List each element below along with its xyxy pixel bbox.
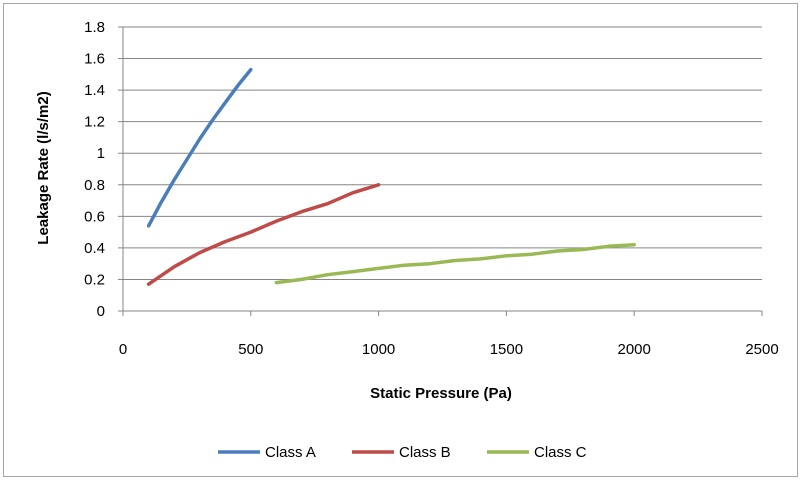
x-tick-label: 500 [238, 341, 263, 358]
y-axis-title: Leakage Rate (l/s/m2) [35, 91, 52, 244]
x-tick-label: 2500 [745, 341, 778, 358]
legend-label: Class A [265, 444, 316, 461]
x-tick-label: 2000 [618, 341, 651, 358]
gridlines [123, 26, 762, 280]
y-tick-label: 0 [97, 303, 105, 320]
y-tick-label: 1.6 [84, 51, 105, 68]
x-tick-label: 1000 [362, 341, 395, 358]
legend-label: Class B [399, 444, 451, 461]
y-tick-label: 1.4 [84, 82, 105, 99]
y-tick-label: 0.6 [84, 208, 105, 225]
chart-frame [3, 3, 798, 477]
y-tick-label: 0.8 [84, 177, 105, 194]
y-tick-label: 1 [97, 145, 105, 162]
y-tick-labels: 0 0.2 0.4 0.6 0.8 1 1.2 1.4 1.6 1.8 [84, 19, 105, 320]
y-tick-label: 1.2 [84, 114, 105, 131]
x-tick-label: 0 [119, 341, 127, 358]
y-tick-label: 0.2 [84, 271, 105, 288]
series-lines [146, 67, 636, 286]
legend-label: Class C [534, 444, 587, 461]
x-tick-label: 1500 [490, 341, 523, 358]
x-tick-labels: 0 500 1000 1500 2000 2500 [119, 341, 779, 358]
y-tick-label: 0.4 [84, 240, 105, 257]
legend: Class A Class B Class C [218, 444, 587, 461]
series-line-class-c [274, 242, 636, 285]
y-tick-label: 1.8 [84, 19, 105, 36]
series-line-class-a [146, 67, 253, 228]
axes [118, 26, 763, 316]
series-line-class-b [146, 183, 381, 286]
x-axis-title: Static Pressure (Pa) [370, 385, 512, 402]
